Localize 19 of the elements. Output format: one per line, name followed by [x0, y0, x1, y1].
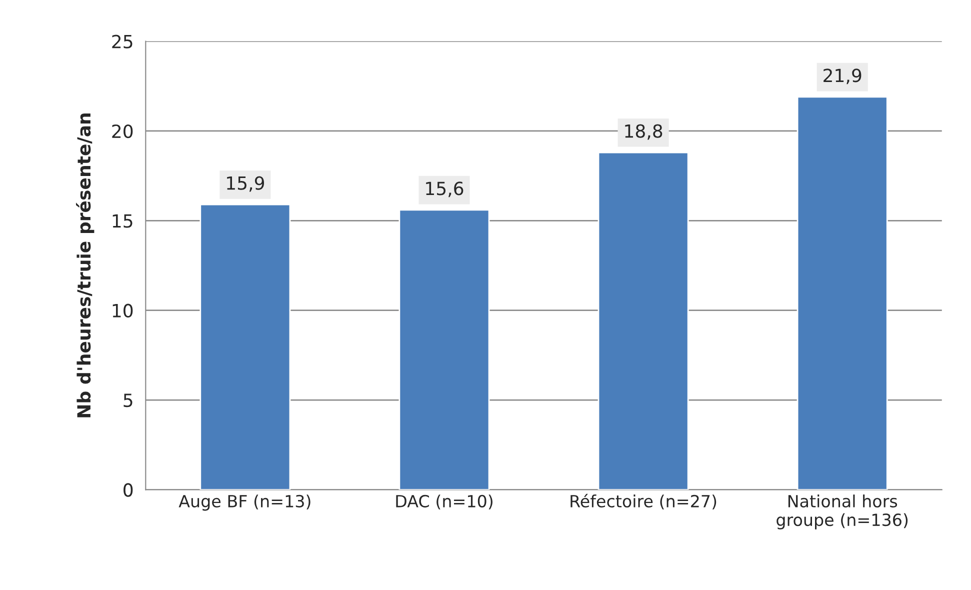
y-tick-label: 5	[124, 394, 132, 408]
bar	[598, 152, 689, 490]
data-label: 15,6	[426, 182, 464, 198]
y-tick-label: 20	[112, 124, 133, 138]
data-label: 18,8	[625, 124, 662, 140]
bar	[200, 204, 291, 490]
bar	[796, 96, 888, 490]
x-tick-label: Auge BF (n=13)	[178, 494, 310, 511]
y-tick-label: 0	[124, 483, 133, 497]
bar	[398, 209, 490, 490]
y-axis-title: Nb d'heures/truie présente/an	[76, 114, 94, 418]
data-label: 21,9	[824, 68, 862, 84]
y-tick-label: 15	[112, 214, 132, 228]
x-tick-label: Réfectoire (n=27)	[570, 494, 716, 510]
x-tick-label: DAC (n=10)	[396, 494, 492, 510]
y-tick-label: 25	[112, 34, 132, 48]
y-tick-label: 10	[112, 304, 133, 318]
data-label: 15,9	[227, 176, 264, 192]
x-tick-label: National hors groupe (n=136)	[776, 494, 908, 530]
